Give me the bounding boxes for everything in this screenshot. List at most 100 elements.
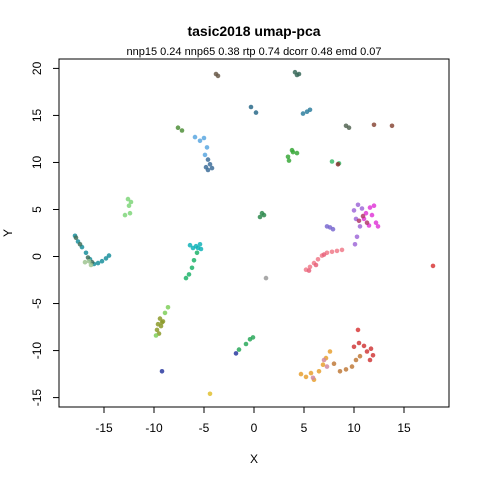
data-point (389, 123, 395, 129)
data-point (303, 374, 309, 380)
y-axis: -15 -10 -5 0 5 10 15 20 (30, 61, 59, 406)
x-axis-label: X (250, 452, 258, 466)
data-point (157, 316, 163, 321)
data-point (202, 152, 208, 158)
data-point (308, 370, 314, 376)
data-point (356, 218, 362, 224)
data-point (125, 196, 131, 202)
data-point (215, 73, 221, 79)
data-point (198, 246, 204, 252)
data-point (194, 250, 200, 256)
data-point (99, 258, 105, 264)
data-point (187, 242, 193, 248)
data-point (159, 320, 165, 325)
y-tick-label: -5 (30, 298, 44, 309)
data-point (369, 212, 375, 218)
data-point (367, 205, 373, 210)
data-point (253, 110, 259, 115)
data-point (307, 107, 313, 113)
data-point (197, 138, 203, 144)
data-point (330, 226, 336, 232)
data-point (324, 224, 330, 229)
data-point (351, 344, 357, 350)
data-point (346, 125, 352, 130)
data-point (367, 357, 373, 363)
y-tick-label: 10 (30, 155, 44, 169)
data-point (201, 135, 207, 141)
data-point (375, 224, 381, 229)
data-point (263, 275, 269, 281)
data-point (106, 253, 112, 258)
data-point (298, 371, 304, 377)
data-point (349, 364, 355, 369)
data-point (82, 259, 88, 265)
data-point (77, 242, 83, 247)
data-point (321, 252, 327, 257)
data-point (236, 347, 242, 352)
data-point (331, 361, 337, 367)
data-point (103, 256, 109, 261)
data-point (248, 104, 254, 110)
data-point (204, 145, 210, 150)
data-point (207, 162, 213, 167)
x-tick-label: 0 (251, 421, 258, 435)
data-point (154, 327, 160, 333)
data-point (337, 369, 343, 374)
data-point (86, 258, 92, 264)
plot-frame (58, 58, 450, 408)
data-point (370, 353, 376, 358)
data-point (85, 255, 91, 260)
data-point (327, 349, 333, 354)
y-tick-label: 5 (30, 206, 44, 213)
chart-title: tasic2018 umap-pca (187, 23, 320, 39)
data-point (371, 122, 377, 128)
data-point (339, 247, 345, 253)
data-point (353, 357, 359, 363)
data-point (356, 340, 362, 346)
data-point (316, 369, 322, 374)
data-point (329, 249, 335, 255)
data-point (351, 208, 357, 213)
data-point (128, 199, 134, 205)
data-point (153, 333, 159, 338)
data-point (159, 369, 165, 374)
x-tick-label: 5 (301, 421, 308, 435)
data-point (205, 167, 211, 173)
data-point (357, 353, 363, 359)
data-point (127, 210, 133, 216)
data-point (289, 147, 295, 153)
data-point (209, 165, 215, 171)
data-point (233, 351, 239, 356)
data-point (364, 220, 370, 225)
data-point (371, 203, 377, 208)
data-point (321, 357, 327, 363)
x-axis: -15 -10 -5 0 5 10 15 (95, 407, 411, 435)
data-point (315, 257, 321, 262)
data-point (261, 212, 267, 218)
data-point (192, 134, 198, 140)
data-point (368, 346, 374, 352)
data-point (95, 260, 101, 266)
data-point (189, 265, 195, 271)
scatter-points (72, 69, 436, 397)
data-point (361, 343, 367, 349)
data-point (334, 248, 340, 254)
data-point (257, 214, 263, 220)
data-point (205, 157, 211, 162)
data-point (165, 305, 171, 310)
data-point (364, 349, 370, 354)
y-axis-label: Y (1, 229, 15, 237)
data-point (324, 364, 330, 369)
x-tick-label: -5 (199, 421, 210, 435)
data-point (88, 262, 94, 268)
data-point (122, 212, 128, 218)
data-point (126, 203, 132, 208)
data-point (357, 224, 363, 229)
data-point (183, 275, 189, 281)
data-point (310, 375, 316, 381)
data-point (73, 235, 79, 240)
data-point (373, 220, 379, 225)
data-point (355, 327, 361, 333)
data-point (352, 242, 358, 247)
